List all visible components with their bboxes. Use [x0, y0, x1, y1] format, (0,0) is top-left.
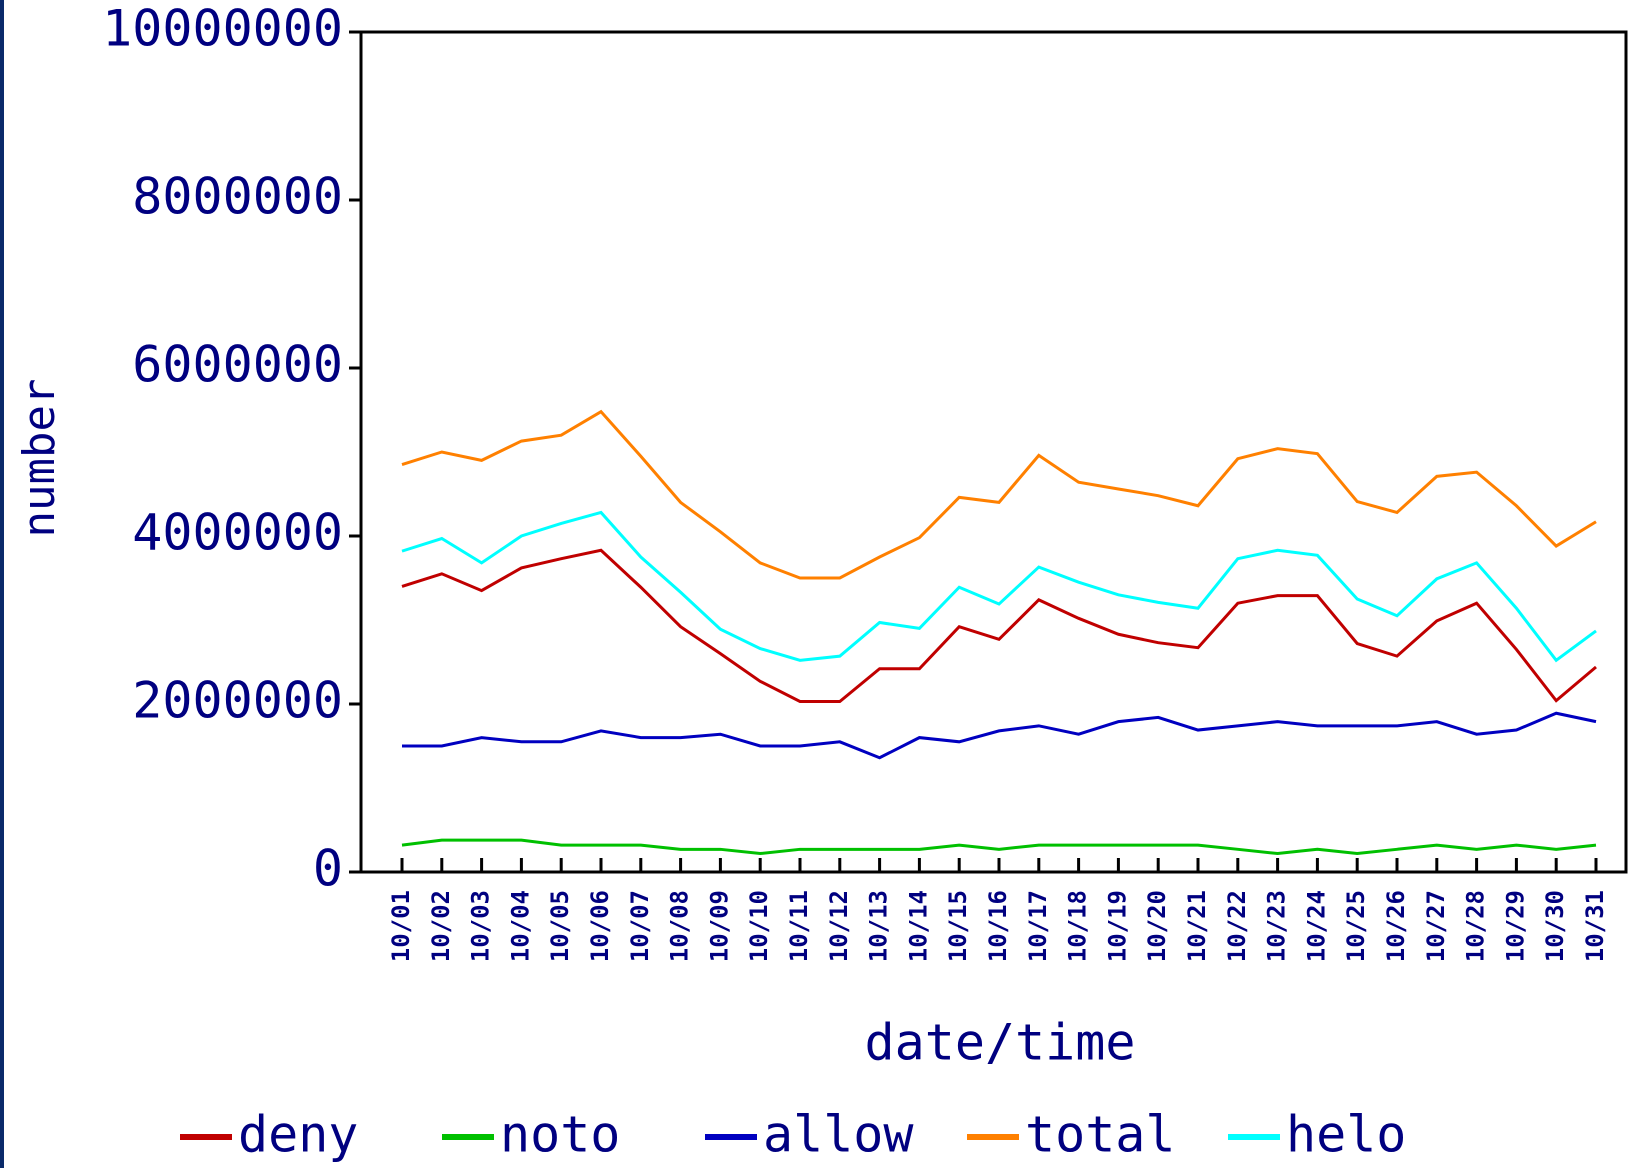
y-tick-label: 8000000: [132, 168, 343, 226]
x-tick-label: 10/17: [1024, 890, 1052, 962]
series-line: [402, 711, 1597, 760]
x-tick-label: 10/16: [984, 890, 1012, 962]
y-tick-label: 10000000: [102, 0, 343, 58]
y-axis-label: number: [14, 379, 65, 538]
x-axis-label: date/time: [865, 1014, 1136, 1072]
series-line: [401, 838, 1597, 856]
plot-frame: [359, 30, 1628, 874]
x-tick-label: 10/29: [1501, 890, 1529, 962]
x-tick-label: 10/10: [745, 890, 773, 962]
x-tick-label: 10/04: [506, 890, 534, 962]
x-tick-label: 10/19: [1103, 890, 1131, 962]
x-tick-label: 10/14: [904, 890, 932, 962]
x-tick-label: 10/01: [387, 890, 415, 962]
x-tick-label: 10/21: [1183, 890, 1211, 962]
x-tick-label: 10/27: [1422, 890, 1450, 962]
x-tick-label: 10/15: [944, 890, 972, 962]
x-tick-label: 10/07: [626, 890, 654, 962]
x-tick-label: 10/05: [546, 890, 574, 962]
x-tick-label: 10/03: [467, 890, 495, 962]
y-tick-label: 2000000: [132, 672, 343, 730]
series-line: [401, 409, 1597, 580]
x-tick-label: 10/06: [586, 890, 614, 962]
x-tick-label: 10/26: [1382, 890, 1410, 962]
legend-label: helo: [1286, 1106, 1406, 1164]
x-tick-label: 10/28: [1462, 890, 1490, 962]
x-tick-label: 10/22: [1223, 890, 1251, 962]
x-tick-label: 10/02: [427, 890, 455, 962]
legend-label: noto: [500, 1106, 620, 1164]
x-tick-label: 10/25: [1342, 890, 1370, 962]
x-tick-label: 10/23: [1263, 890, 1291, 962]
series-line: [401, 548, 1597, 703]
y-tick-label: 0: [313, 840, 343, 898]
x-tick-label: 10/31: [1581, 890, 1609, 962]
x-tick-label: 10/09: [705, 890, 733, 962]
x-tick-label: 10/11: [785, 890, 813, 962]
legend-label: allow: [763, 1106, 914, 1164]
x-tick-label: 10/30: [1541, 890, 1569, 962]
x-tick-label: 10/20: [1143, 890, 1171, 962]
x-tick-label: 10/13: [865, 890, 893, 962]
x-tick-label: 10/24: [1302, 890, 1330, 962]
left-border: [0, 0, 4, 1168]
legend-label: total: [1025, 1106, 1176, 1164]
legend-label: deny: [238, 1106, 358, 1164]
y-tick-label: 4000000: [132, 504, 343, 562]
x-tick-label: 10/18: [1064, 890, 1092, 962]
x-tick-label: 10/12: [825, 890, 853, 962]
series-line: [401, 510, 1597, 663]
y-tick-label: 6000000: [132, 336, 343, 394]
x-tick-label: 10/08: [666, 890, 694, 962]
